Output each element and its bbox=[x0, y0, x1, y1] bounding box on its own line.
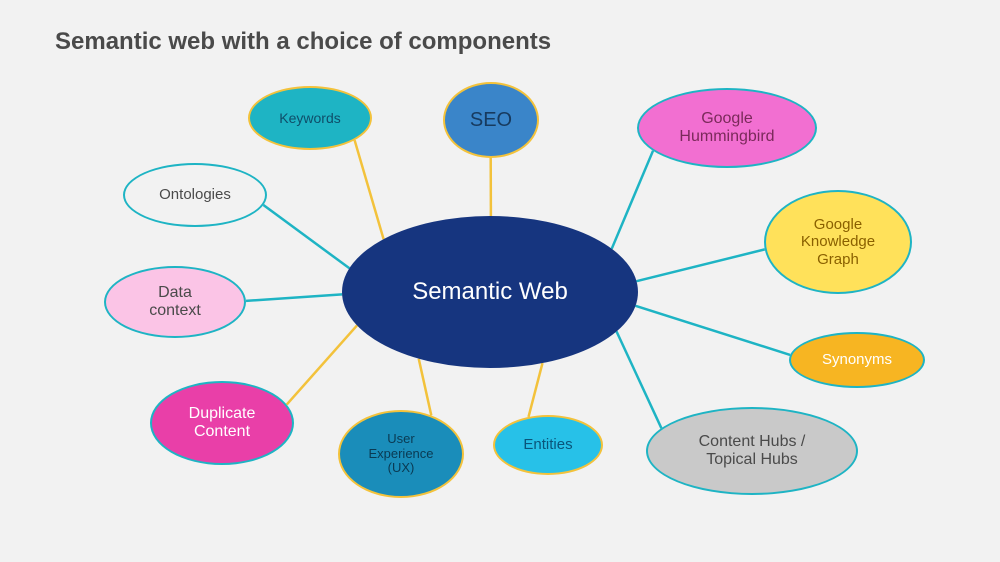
node-entities: Entities bbox=[493, 415, 603, 475]
connector-keywords bbox=[355, 140, 384, 239]
node-seo: SEO bbox=[443, 82, 539, 158]
connector-ux bbox=[419, 359, 432, 416]
connector-synonyms bbox=[636, 306, 791, 355]
node-label-ontologies: Ontologies bbox=[151, 182, 239, 207]
center-node-label: Semantic Web bbox=[404, 274, 576, 310]
node-google-kg: Google Knowledge Graph bbox=[764, 190, 912, 294]
node-label-entities: Entities bbox=[515, 432, 580, 457]
node-label-google-kg: Google Knowledge Graph bbox=[793, 212, 883, 272]
node-duplicate-content: Duplicate Content bbox=[150, 381, 294, 465]
node-ontologies: Ontologies bbox=[123, 163, 267, 227]
center-node-semantic-web: Semantic Web bbox=[342, 216, 638, 368]
node-label-seo: SEO bbox=[462, 105, 520, 136]
node-label-duplicate-content: Duplicate Content bbox=[181, 401, 264, 446]
node-content-hubs: Content Hubs / Topical Hubs bbox=[646, 407, 858, 495]
node-label-ux: User Experience (UX) bbox=[360, 428, 441, 481]
node-keywords: Keywords bbox=[248, 86, 372, 150]
node-label-content-hubs: Content Hubs / Topical Hubs bbox=[691, 429, 814, 474]
node-label-data-context: Data context bbox=[141, 280, 209, 325]
connector-google-kg bbox=[637, 249, 765, 281]
diagram-stage: Semantic web with a choice of components… bbox=[0, 0, 1000, 562]
connector-content-hubs bbox=[617, 331, 662, 428]
connector-data-context bbox=[246, 294, 342, 301]
node-data-context: Data context bbox=[104, 266, 246, 338]
node-label-keywords: Keywords bbox=[271, 106, 348, 130]
connector-ontologies bbox=[263, 205, 349, 268]
node-synonyms: Synonyms bbox=[789, 332, 925, 388]
connector-google-hummingbird bbox=[612, 151, 653, 249]
node-ux: User Experience (UX) bbox=[338, 410, 464, 498]
node-google-hummingbird: Google Hummingbird bbox=[637, 88, 817, 168]
node-label-google-hummingbird: Google Hummingbird bbox=[671, 106, 782, 151]
connector-duplicate-content bbox=[287, 325, 357, 404]
node-label-synonyms: Synonyms bbox=[814, 347, 900, 372]
connector-entities bbox=[529, 363, 543, 417]
